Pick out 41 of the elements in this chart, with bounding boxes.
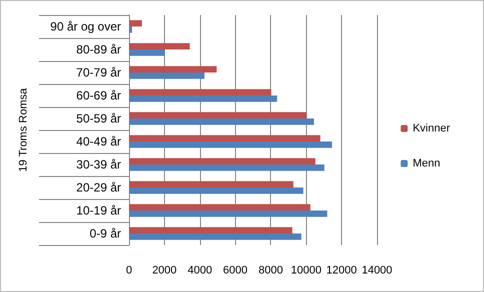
y-tick-label: 30-39 år xyxy=(76,158,121,172)
y-tick-label: 70-79 år xyxy=(76,66,121,80)
bar xyxy=(129,164,324,171)
bar xyxy=(129,181,294,188)
bar xyxy=(129,142,332,148)
x-tick-label: 0 xyxy=(126,264,132,276)
x-tick-label: 14000 xyxy=(362,264,392,276)
bar xyxy=(129,72,204,79)
y-tick-label: 60-69 år xyxy=(76,88,121,102)
y-tick-label: 40-49 år xyxy=(76,134,121,148)
legend-label: Menn xyxy=(412,158,440,170)
bar xyxy=(129,89,272,96)
bar xyxy=(129,135,320,142)
y-tick-label: 50-59 år xyxy=(76,112,121,126)
bar xyxy=(129,112,306,118)
x-tick-label: 10000 xyxy=(290,264,322,276)
bar xyxy=(129,20,142,26)
y-tick-label: 10-19 år xyxy=(76,204,121,218)
y-axis-title: 19 Troms Romsa xyxy=(18,87,30,172)
bar xyxy=(129,96,278,102)
bar xyxy=(129,158,316,164)
x-tick-label: 8000 xyxy=(258,264,283,276)
bar xyxy=(129,227,292,234)
legend-label: Kvinner xyxy=(412,122,450,134)
y-tick-label: 90 år og over xyxy=(50,20,121,34)
bar xyxy=(129,210,328,217)
y-tick-label: 80-89 år xyxy=(76,42,121,56)
bar xyxy=(129,234,302,240)
bar xyxy=(129,188,304,194)
x-tick-label: 12000 xyxy=(326,264,357,276)
x-tick-label: 2000 xyxy=(152,264,177,276)
bar xyxy=(129,50,165,56)
x-tick-label: 4000 xyxy=(188,264,212,276)
x-tick-label: 6000 xyxy=(223,264,248,276)
bar xyxy=(129,118,314,125)
y-tick-label: 20-29 år xyxy=(76,180,121,194)
bar xyxy=(129,204,310,210)
y-tick-label: 0-9 år xyxy=(90,226,121,240)
bar xyxy=(129,66,217,72)
bar xyxy=(129,43,190,50)
bar xyxy=(129,26,132,33)
